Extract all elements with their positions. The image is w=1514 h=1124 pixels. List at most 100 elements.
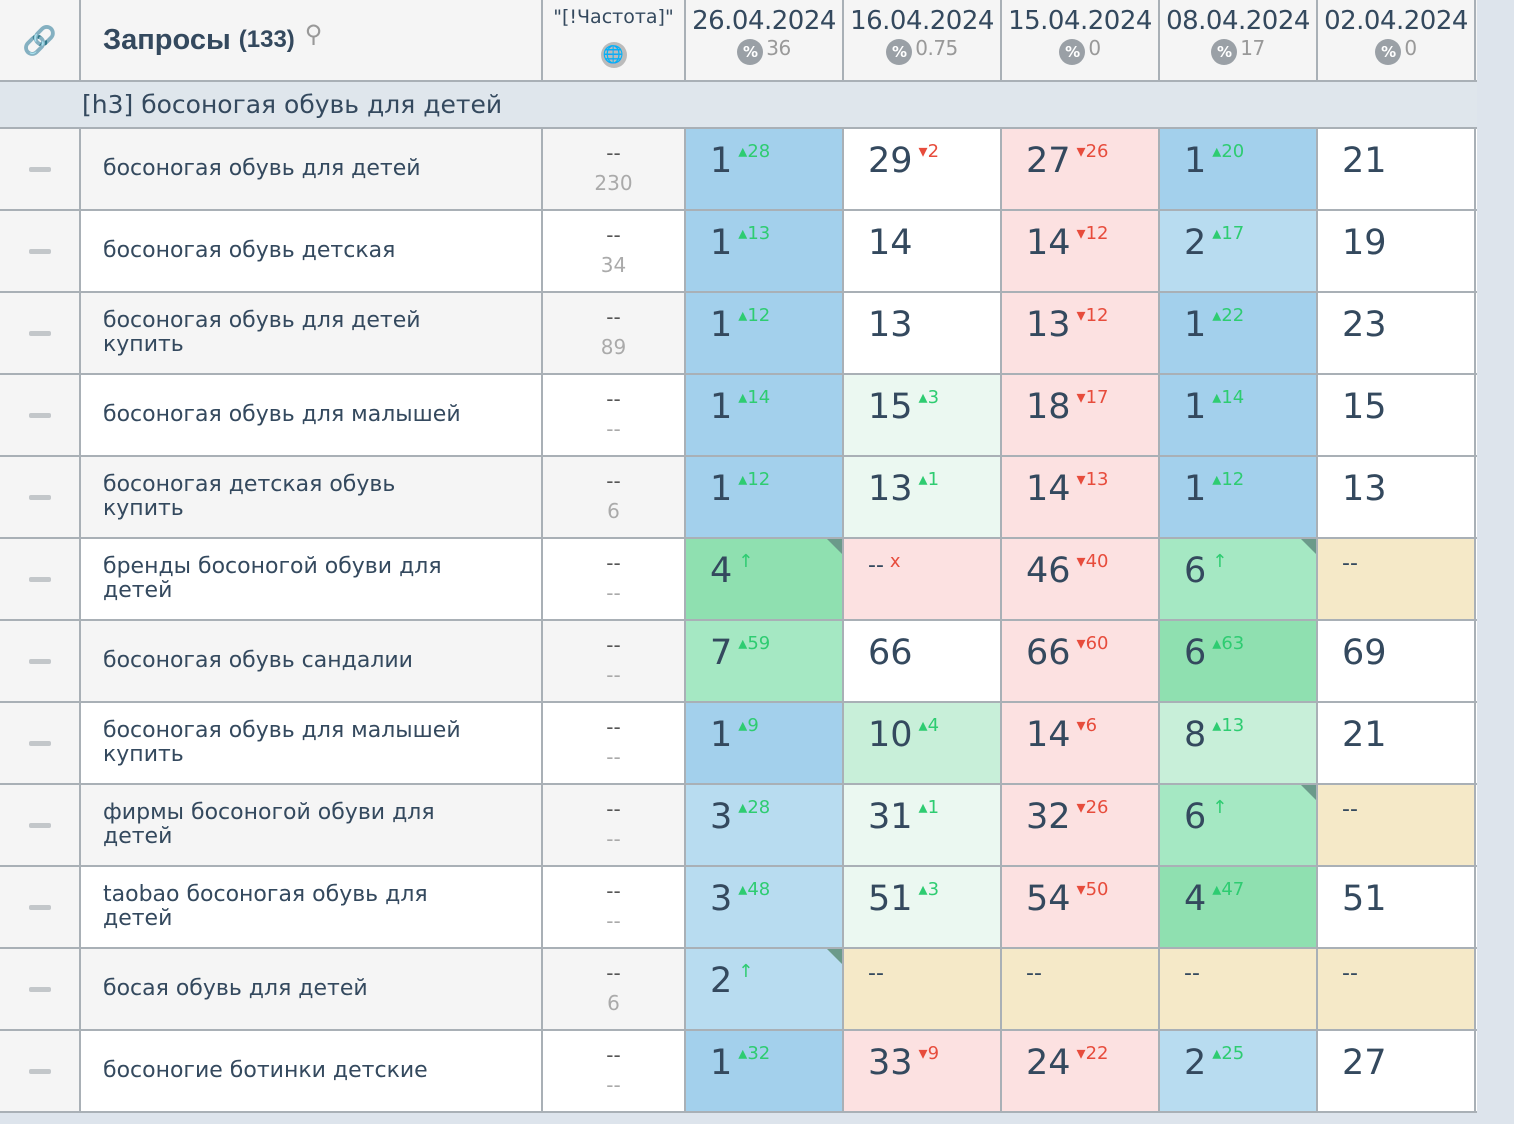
query-text: босоногая детская обувь купить <box>103 472 396 521</box>
date-column-header[interactable]: 16.04.2024 % 0.75 <box>844 0 1002 80</box>
position-cell[interactable]: 31 ▴1 <box>844 785 1002 865</box>
position-cell[interactable]: -- <box>1002 949 1160 1029</box>
row-handle[interactable] <box>0 375 81 455</box>
date-column-header[interactable]: 08.04.2024 % 17 <box>1160 0 1318 80</box>
position-cell[interactable]: 13 <box>844 293 1002 373</box>
position-cell[interactable]: 33 ▾9 <box>844 1031 1002 1111</box>
position-cell[interactable]: 14 <box>844 211 1002 291</box>
position-cell[interactable]: -- <box>1318 539 1476 619</box>
position-cell[interactable]: 14 ▾12 <box>1002 211 1160 291</box>
query-cell[interactable]: босоногая детская обувь купить <box>81 457 543 537</box>
position-cell[interactable]: 6 ▴63 <box>1160 621 1318 701</box>
position-cell[interactable]: -- <box>1318 785 1476 865</box>
position-cell[interactable]: 1 ▴12 <box>1160 457 1318 537</box>
position-cell[interactable]: 14 ▾6 <box>1002 703 1160 783</box>
position-change: ▴4 <box>918 715 940 736</box>
position-cell[interactable]: 8 ▴13 <box>1160 703 1318 783</box>
row-handle[interactable] <box>0 539 81 619</box>
position-cell[interactable]: -- x <box>844 539 1002 619</box>
position-cell[interactable]: 1 ▴9 <box>686 703 844 783</box>
position-cell[interactable]: 2 ▴25 <box>1160 1031 1318 1111</box>
position-cell[interactable]: 1 ▴32 <box>686 1031 844 1111</box>
minus-icon <box>28 658 51 664</box>
position-cell[interactable]: 13 ▾12 <box>1002 293 1160 373</box>
position-cell[interactable]: -- <box>1160 949 1318 1029</box>
position-cell[interactable]: 21 <box>1318 129 1476 209</box>
position-cell[interactable]: 51 <box>1318 867 1476 947</box>
position-cell[interactable]: 19 <box>1318 211 1476 291</box>
search-icon[interactable]: ⚲ <box>304 20 323 48</box>
position-cell[interactable]: 13 ▴1 <box>844 457 1002 537</box>
date-column-header[interactable]: 02.04.2024 % 0 <box>1318 0 1476 80</box>
position-cell[interactable]: 66 ▾60 <box>1002 621 1160 701</box>
frequency-header[interactable]: "[!Частота]" 🌐 <box>543 0 686 80</box>
queries-header[interactable]: Запросы (133) ⚲ <box>81 0 543 80</box>
query-cell[interactable]: босоногая обувь для детей <box>81 129 543 209</box>
query-cell[interactable]: босая обувь для детей <box>81 949 543 1029</box>
row-handle[interactable] <box>0 293 81 373</box>
row-handle[interactable] <box>0 949 81 1029</box>
globe-icon[interactable]: 🌐 <box>600 42 627 68</box>
row-handle[interactable] <box>0 621 81 701</box>
position-cell[interactable]: 1 ▴14 <box>1160 375 1318 455</box>
query-cell[interactable]: босоногие ботинки детские <box>81 1031 543 1111</box>
position-cell[interactable]: 24 ▾22 <box>1002 1031 1160 1111</box>
position-cell[interactable]: 15 <box>1318 375 1476 455</box>
position-cell[interactable]: 1 ▴22 <box>1160 293 1318 373</box>
query-text: фирмы босоногой обуви для детей <box>103 800 435 849</box>
position-cell[interactable]: -- <box>844 949 1002 1029</box>
row-handle[interactable] <box>0 211 81 291</box>
position-cell[interactable]: 2 ↑ <box>686 949 844 1029</box>
position-cell[interactable]: 21 <box>1318 703 1476 783</box>
row-handle[interactable] <box>0 703 81 783</box>
position-cell[interactable]: 23 <box>1318 293 1476 373</box>
position-cell[interactable]: 18 ▾17 <box>1002 375 1160 455</box>
query-cell[interactable]: босоногая обувь для детей купить <box>81 293 543 373</box>
query-cell[interactable]: босоногая обувь сандалии <box>81 621 543 701</box>
position-cell[interactable]: 13 <box>1318 457 1476 537</box>
position-change: ▾6 <box>1076 715 1098 736</box>
query-cell[interactable]: босоногая обувь детская <box>81 211 543 291</box>
query-cell[interactable]: бренды босоногой обуви для детей <box>81 539 543 619</box>
position-cell[interactable]: 54 ▾50 <box>1002 867 1160 947</box>
position-cell[interactable]: 27 ▾26 <box>1002 129 1160 209</box>
position-cell[interactable]: 6 ↑ <box>1160 539 1318 619</box>
position-cell[interactable]: 1 ▴14 <box>686 375 844 455</box>
position-cell[interactable]: 6 ↑ <box>1160 785 1318 865</box>
row-handle[interactable] <box>0 1031 81 1111</box>
position-cell[interactable]: 2 ▴17 <box>1160 211 1318 291</box>
position-cell[interactable]: -- <box>1318 949 1476 1029</box>
position-cell[interactable]: 4 ▴47 <box>1160 867 1318 947</box>
position-cell[interactable]: 4 ↑ <box>686 539 844 619</box>
link-icon[interactable]: 🔗 <box>0 0 81 80</box>
position-cell[interactable]: 15 ▴3 <box>844 375 1002 455</box>
row-handle[interactable] <box>0 129 81 209</box>
position-cell[interactable]: 3 ▴48 <box>686 867 844 947</box>
position-cell[interactable]: 69 <box>1318 621 1476 701</box>
position-cell[interactable]: 1 ▴12 <box>686 457 844 537</box>
position-cell[interactable]: 1 ▴13 <box>686 211 844 291</box>
position-cell[interactable]: 1 ▴12 <box>686 293 844 373</box>
date-column-header[interactable]: 26.04.2024 % 36 <box>686 0 844 80</box>
position-cell[interactable]: 27 <box>1318 1031 1476 1111</box>
position-cell[interactable]: 1 ▴20 <box>1160 129 1318 209</box>
position-cell[interactable]: 14 ▾13 <box>1002 457 1160 537</box>
position-cell[interactable]: 7 ▴59 <box>686 621 844 701</box>
position-cell[interactable]: 66 <box>844 621 1002 701</box>
position-cell[interactable]: 1 ▴28 <box>686 129 844 209</box>
row-handle[interactable] <box>0 785 81 865</box>
row-handle[interactable] <box>0 457 81 537</box>
position-cell[interactable]: 46 ▾40 <box>1002 539 1160 619</box>
query-cell[interactable]: босоногая обувь для малышей <box>81 375 543 455</box>
query-cell[interactable]: taobao босоногая обувь для детей <box>81 867 543 947</box>
date-column-header[interactable]: 15.04.2024 % 0 <box>1002 0 1160 80</box>
position-cell[interactable]: 10 ▴4 <box>844 703 1002 783</box>
query-cell[interactable]: босоногая обувь для малышей купить <box>81 703 543 783</box>
position-cell[interactable]: 32 ▾26 <box>1002 785 1160 865</box>
position-cell[interactable]: 29 ▾2 <box>844 129 1002 209</box>
position-cell[interactable]: 51 ▴3 <box>844 867 1002 947</box>
position-cell[interactable]: 3 ▴28 <box>686 785 844 865</box>
query-cell[interactable]: фирмы босоногой обуви для детей <box>81 785 543 865</box>
row-handle[interactable] <box>0 867 81 947</box>
position-change: ▴12 <box>738 469 771 490</box>
